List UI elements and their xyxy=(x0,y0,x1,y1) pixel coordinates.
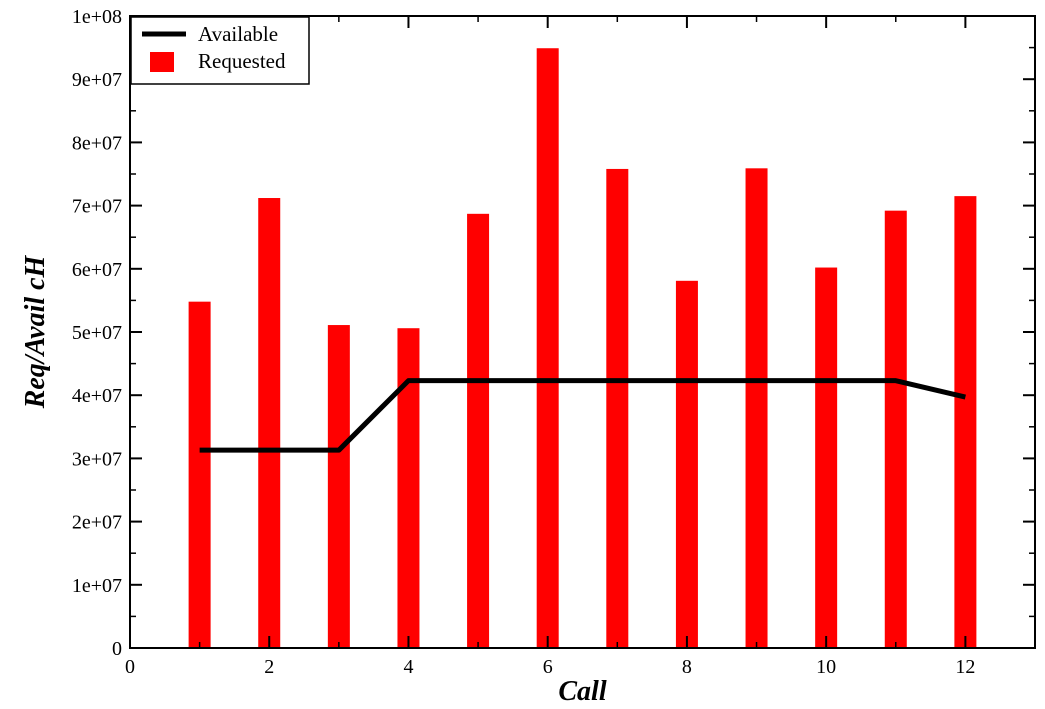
legend: Available Requested xyxy=(130,16,310,85)
legend-box xyxy=(130,16,310,85)
bar-requested-2 xyxy=(258,198,281,649)
x-axis-title: Call xyxy=(558,676,606,707)
x-tick-label: 8 xyxy=(682,656,692,678)
bar-requested-4 xyxy=(397,328,420,648)
y-tick-label: 9e+07 xyxy=(72,69,122,91)
legend-swatch-requested xyxy=(150,52,174,72)
x-tick-label: 4 xyxy=(403,656,413,678)
y-tick-label: 0 xyxy=(112,638,122,660)
y-tick-label: 7e+07 xyxy=(72,196,122,218)
bar-requested-1 xyxy=(188,301,211,648)
y-axis-title: Req/Avail cH xyxy=(20,254,51,409)
series-line-available xyxy=(199,378,966,453)
y-tick-label: 2e+07 xyxy=(72,512,122,534)
y-tick-label: 1e+07 xyxy=(72,575,122,597)
y-tick-label: 6e+07 xyxy=(72,259,122,281)
y-tick-label: 3e+07 xyxy=(72,448,122,470)
x-tick-label: 12 xyxy=(955,656,975,678)
y-tick-label: 8e+07 xyxy=(72,132,122,154)
available-line-layer xyxy=(199,378,966,453)
x-tick-label: 6 xyxy=(543,656,553,678)
x-tick-label: 2 xyxy=(264,656,274,678)
bars-layer xyxy=(188,48,977,649)
x-tick-label: 10 xyxy=(816,656,836,678)
legend-label-available: Available xyxy=(198,22,278,46)
bar-requested-11 xyxy=(884,210,907,648)
bar-requested-9 xyxy=(745,168,768,648)
legend-label-requested: Requested xyxy=(198,49,286,73)
bar-requested-8 xyxy=(675,280,698,648)
bar-requested-5 xyxy=(467,213,490,649)
y-tick-label: 1e+08 xyxy=(72,6,122,28)
y-tick-label: 4e+07 xyxy=(72,385,122,407)
y-tick-label: 5e+07 xyxy=(72,322,122,344)
bar-requested-10 xyxy=(815,267,838,648)
bar-requested-3 xyxy=(327,325,350,648)
bar-requested-7 xyxy=(606,168,629,648)
bar-requested-12 xyxy=(954,196,977,648)
x-tick-label: 0 xyxy=(125,656,135,678)
ticks-layer: 0 2 4 6 8 10 12 0 1e+07 2e+07 3e+07 4e+07 5e+07 6e+07… xyxy=(72,6,1035,678)
bar-requested-6 xyxy=(536,48,559,649)
